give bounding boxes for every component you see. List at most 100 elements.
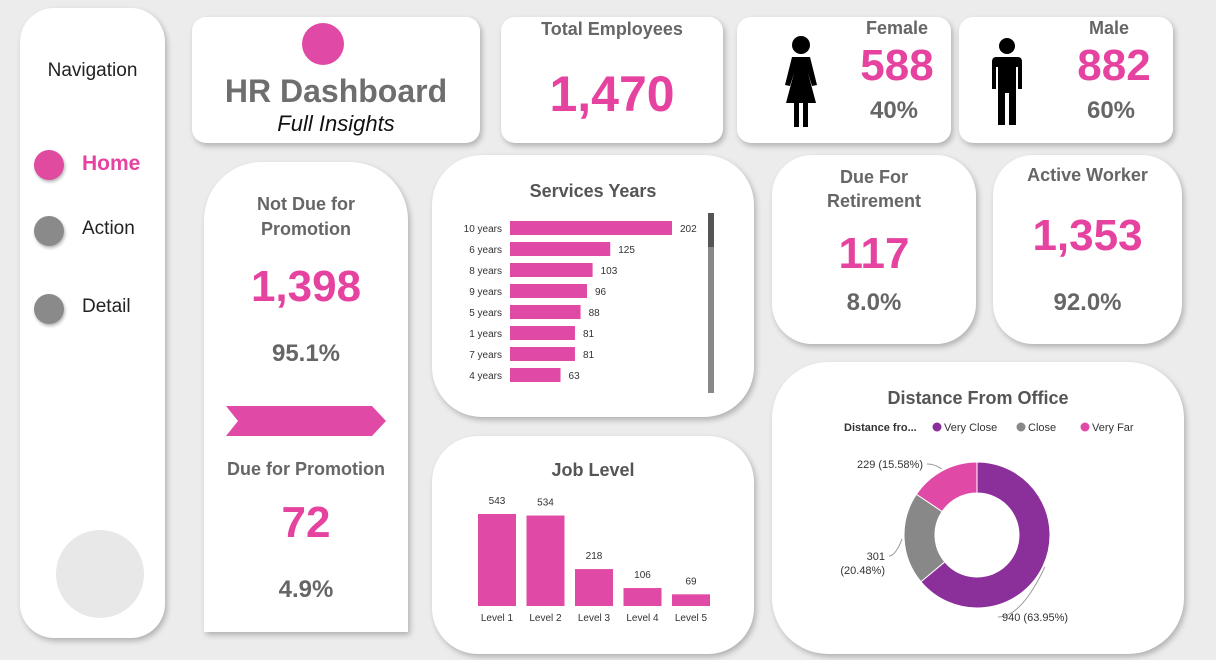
- data-label: 940 (63.95%): [1002, 612, 1068, 624]
- data-label: (20.48%): [840, 565, 885, 577]
- male-value: 882: [1077, 41, 1151, 90]
- data-label: 218: [586, 551, 603, 562]
- category-label: 8 years: [469, 266, 502, 277]
- male-icon: [992, 38, 1022, 125]
- category-label: Level 3: [578, 613, 611, 624]
- female-card: Female 588 40%: [737, 17, 951, 143]
- legend-label: Very Far: [1092, 422, 1134, 434]
- data-label: 229 (15.58%): [857, 459, 923, 471]
- bar: [510, 263, 593, 277]
- leader-line: [926, 463, 943, 470]
- nav-item-label: Detail: [82, 296, 131, 317]
- nav-item-action[interactable]: Action: [32, 210, 162, 250]
- active-worker-label: Active Worker: [1027, 165, 1148, 185]
- promotion-card: Not Due for Promotion 1,398 95.1% Due fo…: [204, 162, 408, 632]
- ribbon-arrow-icon: [226, 406, 386, 436]
- donut-slice: [920, 461, 1051, 609]
- services-years-card: Services Years 10 years 202 6 years 125 8 ye…: [432, 155, 754, 417]
- due-promotion-value: 72: [281, 498, 331, 547]
- category-label: 4 years: [469, 371, 502, 382]
- category-label: Level 2: [529, 613, 562, 624]
- data-label: 125: [618, 245, 635, 256]
- male-card: Male 882 60%: [959, 17, 1173, 143]
- home-dot-icon: [34, 150, 64, 180]
- page-subtitle: Full Insights: [277, 111, 395, 136]
- services-years-title: Services Years: [529, 181, 657, 201]
- bar: [510, 284, 587, 298]
- male-label: Male: [1088, 18, 1130, 38]
- total-employees-card: Total Employees 1,470: [501, 17, 723, 143]
- navigation-title: Navigation: [47, 60, 138, 81]
- female-label: Female: [865, 18, 929, 38]
- category-label: Level 4: [626, 613, 659, 624]
- nav-item-label: Action: [82, 218, 135, 239]
- not-due-promotion-value: 1,398: [250, 262, 362, 311]
- category-label: Level 5: [675, 613, 708, 624]
- services-years-chart: 10 years 202 6 years 125 8 years 103 9 years 96…: [464, 213, 714, 393]
- data-label: 202: [680, 224, 697, 235]
- total-employees-label: Total Employees: [541, 19, 683, 39]
- due-promotion-percent: 4.9%: [278, 576, 334, 603]
- detail-dot-icon: [34, 294, 64, 324]
- legend-title: Distance fro...: [844, 422, 917, 434]
- bar: [575, 569, 613, 606]
- distance-donut-chart: Distance fro... Very Close Close Very Far 94…: [840, 422, 1134, 624]
- female-percent: 40%: [869, 97, 919, 124]
- retirement-card: Due For Retirement 117 8.0%: [772, 155, 976, 344]
- active-worker-value: 1,353: [1032, 211, 1143, 260]
- data-label: 96: [595, 287, 607, 298]
- retirement-value: 117: [838, 229, 910, 278]
- due-promotion-label: Due for Promotion: [227, 459, 385, 479]
- data-label: 103: [601, 266, 618, 277]
- scrollbar-thumb[interactable]: [708, 213, 714, 247]
- leader-line: [888, 538, 903, 557]
- legend-label: Very Close: [944, 422, 997, 434]
- nav-item-home[interactable]: Home: [32, 144, 162, 184]
- category-label: 6 years: [469, 245, 502, 256]
- bar: [510, 221, 672, 235]
- bar: [510, 305, 581, 319]
- female-value: 588: [860, 41, 934, 90]
- male-percent: 60%: [1086, 97, 1136, 124]
- bar: [510, 368, 561, 382]
- data-label: 63: [569, 371, 581, 382]
- leader-line: [997, 566, 1046, 618]
- distance-title: Distance From Office: [887, 388, 1069, 408]
- category-label: 5 years: [469, 308, 502, 319]
- legend-marker: [932, 422, 942, 432]
- bar: [672, 594, 710, 606]
- legend-marker: [1016, 422, 1026, 432]
- category-label: 9 years: [469, 287, 502, 298]
- job-level-chart: 543 Level 1 534 Level 2 218 Level 3 106 Level 4…: [478, 496, 710, 624]
- bar: [510, 242, 611, 256]
- data-label: 81: [583, 350, 595, 361]
- nav-item-label: Home: [82, 152, 141, 175]
- legend-marker: [1080, 422, 1090, 432]
- total-employees-value: 1,470: [549, 66, 675, 122]
- bar: [623, 588, 662, 606]
- data-label: 534: [537, 498, 554, 509]
- retirement-label: Due For Retirement: [826, 167, 922, 211]
- bar: [526, 515, 565, 606]
- data-label: 69: [685, 576, 697, 587]
- navigation-panel: Navigation Home Action Detail: [20, 8, 165, 638]
- dashboard-title-card: HR Dashboard Full Insights: [192, 17, 480, 143]
- circle-button[interactable]: [56, 530, 144, 618]
- scrollbar[interactable]: [708, 213, 714, 393]
- category-label: 7 years: [469, 350, 502, 361]
- donut-slice: [915, 461, 978, 513]
- distance-card: Distance From Office Distance fro... Very…: [772, 362, 1184, 654]
- not-due-promotion-label: Not Due for Promotion: [257, 194, 355, 239]
- active-worker-card: Active Worker 1,353 92.0%: [993, 155, 1182, 344]
- retirement-percent: 8.0%: [846, 289, 902, 316]
- active-worker-percent: 92.0%: [1053, 289, 1122, 316]
- data-label: 543: [489, 496, 506, 507]
- legend-label: Close: [1028, 422, 1056, 434]
- data-label: 88: [589, 308, 601, 319]
- female-icon: [785, 36, 817, 127]
- category-label: Level 1: [481, 613, 514, 624]
- logo-circle-icon: [302, 23, 344, 65]
- nav-item-detail[interactable]: Detail: [32, 288, 162, 328]
- job-level-title: Job Level: [551, 460, 635, 480]
- category-label: 10 years: [464, 224, 502, 235]
